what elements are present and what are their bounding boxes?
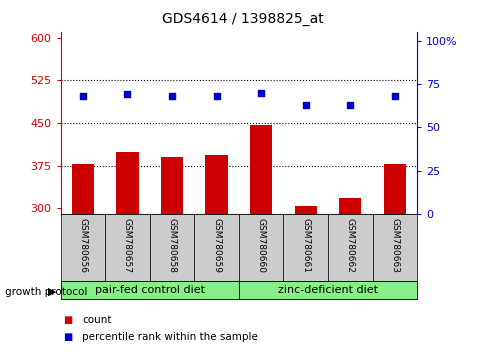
Text: pair-fed control diet: pair-fed control diet bbox=[94, 285, 204, 295]
Point bbox=[212, 93, 220, 99]
Text: ■: ■ bbox=[63, 332, 72, 342]
Bar bbox=[116, 152, 138, 354]
Bar bbox=[72, 164, 94, 354]
Bar bbox=[383, 164, 405, 354]
Bar bbox=[283, 214, 327, 281]
Text: GSM780663: GSM780663 bbox=[390, 217, 398, 273]
Bar bbox=[161, 157, 183, 354]
Bar bbox=[327, 214, 372, 281]
Bar bbox=[194, 214, 238, 281]
Text: GSM780659: GSM780659 bbox=[212, 217, 221, 273]
Text: GSM780661: GSM780661 bbox=[301, 217, 310, 273]
Bar bbox=[238, 214, 283, 281]
Text: GSM780657: GSM780657 bbox=[123, 217, 132, 273]
Point bbox=[168, 93, 176, 99]
Bar bbox=[338, 198, 361, 354]
Text: ■: ■ bbox=[63, 315, 72, 325]
Text: GSM780656: GSM780656 bbox=[78, 217, 87, 273]
Text: GSM780658: GSM780658 bbox=[167, 217, 176, 273]
Point bbox=[390, 93, 398, 99]
Bar bbox=[105, 214, 150, 281]
Bar bbox=[60, 214, 105, 281]
Text: growth protocol: growth protocol bbox=[5, 287, 87, 297]
Point bbox=[79, 93, 87, 99]
Text: count: count bbox=[82, 315, 112, 325]
Bar bbox=[238, 281, 416, 299]
Text: GSM780662: GSM780662 bbox=[345, 217, 354, 273]
Bar bbox=[150, 214, 194, 281]
Point bbox=[123, 92, 131, 97]
Point bbox=[301, 102, 309, 108]
Text: zinc-deficient diet: zinc-deficient diet bbox=[277, 285, 377, 295]
Text: percentile rank within the sample: percentile rank within the sample bbox=[82, 332, 258, 342]
Bar bbox=[294, 206, 316, 354]
Text: GDS4614 / 1398825_at: GDS4614 / 1398825_at bbox=[161, 12, 323, 27]
Point bbox=[257, 90, 264, 96]
Bar bbox=[60, 281, 238, 299]
Point bbox=[346, 102, 353, 108]
Text: GSM780660: GSM780660 bbox=[256, 217, 265, 273]
Bar bbox=[249, 125, 272, 354]
Bar bbox=[372, 214, 416, 281]
Bar bbox=[205, 155, 227, 354]
Text: ▶: ▶ bbox=[48, 287, 57, 297]
